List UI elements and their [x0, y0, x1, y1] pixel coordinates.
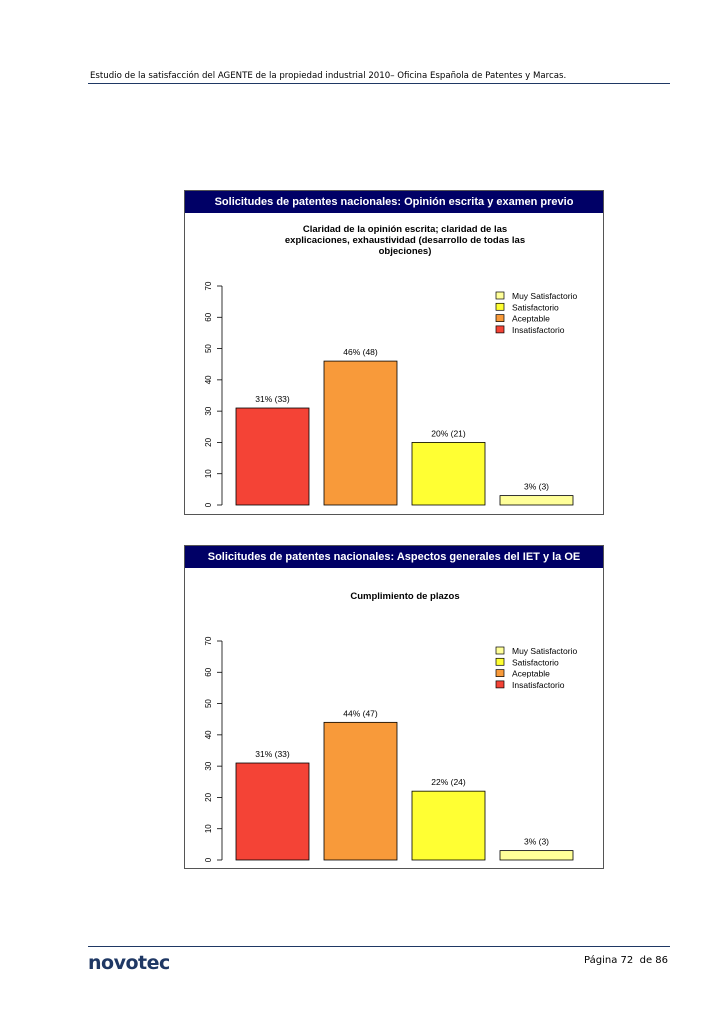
y-tick-label: 30: [204, 406, 213, 415]
legend-swatch: [495, 680, 505, 689]
chart-banner: Solicitudes de patentes nacionales: Aspe…: [185, 546, 603, 568]
bar-aceptable: [323, 721, 398, 861]
chart-title-line: Claridad de la opinión escrita; claridad…: [303, 224, 507, 235]
y-tick-label: 60: [204, 312, 213, 321]
bar-muy-satisfactorio: [499, 850, 574, 861]
chart-panel-2: Solicitudes de patentes nacionales: Aspe…: [184, 545, 604, 869]
bar-data-label: 44% (47): [343, 708, 378, 718]
y-tick-label: 50: [204, 699, 213, 708]
chart-title-line: Cumplimiento de plazos: [350, 591, 459, 602]
legend-label: Insatisfactorio: [512, 680, 565, 690]
bar-insatisfactorio: [235, 762, 310, 861]
bar-data-label: 3% (3): [524, 482, 549, 492]
chart-title-line: objeciones): [379, 246, 432, 257]
bar-satisfactorio: [411, 790, 486, 861]
legend-swatch: [495, 669, 505, 677]
chart-title-line: explicaciones, exhaustividad (desarrollo…: [285, 235, 525, 246]
legend-label: Muy Satisfactorio: [512, 291, 577, 301]
footer-divider: [88, 946, 670, 947]
legend-label: Muy Satisfactorio: [512, 646, 577, 656]
legend-swatch: [495, 325, 505, 334]
y-tick-label: 40: [204, 375, 213, 384]
bar-aceptable: [323, 360, 398, 506]
y-tick-label: 0: [204, 857, 213, 862]
legend-label: Insatisfactorio: [512, 325, 565, 335]
legend-swatch: [495, 646, 505, 655]
bar-muy-satisfactorio: [499, 495, 574, 506]
document-header: Estudio de la satisfacción del AGENTE de…: [90, 71, 567, 81]
legend-label: Aceptable: [512, 314, 550, 324]
y-tick-label: 40: [204, 730, 213, 739]
chart-panel-1: Solicitudes de patentes nacionales: Opin…: [184, 190, 604, 515]
y-tick-label: 10: [204, 469, 213, 478]
y-tick-label: 10: [204, 824, 213, 833]
bar-data-label: 3% (3): [524, 837, 549, 847]
y-tick-label: 70: [204, 636, 213, 645]
chart-banner: Solicitudes de patentes nacionales: Opin…: [185, 191, 603, 213]
legend-swatch: [495, 302, 505, 311]
legend-swatch: [495, 314, 505, 322]
bar-satisfactorio: [411, 442, 486, 506]
novotec-logo: novotec: [88, 952, 170, 974]
y-tick-label: 0: [204, 502, 213, 507]
bar-chart-1: Claridad de la opinión escrita; claridad…: [204, 224, 577, 507]
legend-label: Aceptable: [512, 669, 550, 679]
legend-swatch: [495, 291, 505, 300]
y-tick-label: 20: [204, 792, 213, 801]
bar-chart-2: Cumplimiento de plazos 0 10 20 30 40 50 60 70 31%…: [204, 591, 577, 862]
y-tick-label: 70: [204, 281, 213, 290]
legend-label: Satisfactorio: [512, 657, 559, 667]
bar-data-label: 22% (24): [431, 777, 466, 787]
legend-label: Satisfactorio: [512, 302, 559, 312]
bar-insatisfactorio: [235, 407, 310, 506]
y-tick-label: 20: [204, 437, 213, 446]
bar-data-label: 20% (21): [431, 428, 466, 438]
header-divider: [88, 83, 670, 84]
y-tick-label: 50: [204, 344, 213, 353]
bar-data-label: 31% (33): [255, 749, 290, 759]
page-number: Página 72 de 86: [584, 955, 668, 966]
bar-data-label: 31% (33): [255, 394, 290, 404]
bar-data-label: 46% (48): [343, 347, 378, 357]
y-tick-label: 30: [204, 761, 213, 770]
legend-swatch: [495, 657, 505, 666]
y-tick-label: 60: [204, 667, 213, 676]
